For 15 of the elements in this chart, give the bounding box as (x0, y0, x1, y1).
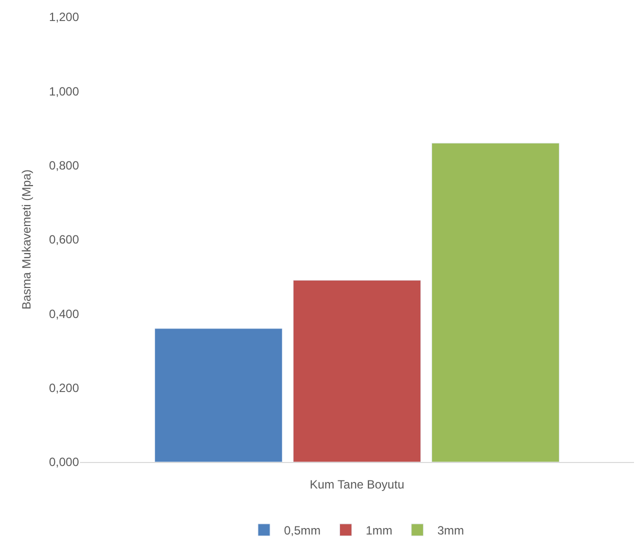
y-tick-label: 0,800 (48, 158, 80, 173)
y-tick-label: 0,600 (48, 232, 80, 247)
y-tick-label: 0,000 (48, 455, 80, 470)
x-axis-title: Kum Tane Boyutu (310, 477, 404, 492)
y-tick-label: 0,400 (48, 306, 80, 321)
y-tick-label: 1,000 (48, 84, 80, 98)
bar (154, 328, 282, 462)
legend-label: 3mm (437, 524, 464, 538)
y-axis-title: Basma Mukavemeti (Mpa) (19, 169, 34, 310)
bar (293, 280, 421, 462)
legend-label: 0,5mm (284, 524, 321, 538)
y-tick-label: 0,200 (48, 381, 80, 396)
bar (432, 142, 560, 462)
y-tick-label: 1,200 (48, 10, 80, 24)
legend-label: 1mm (366, 524, 392, 538)
